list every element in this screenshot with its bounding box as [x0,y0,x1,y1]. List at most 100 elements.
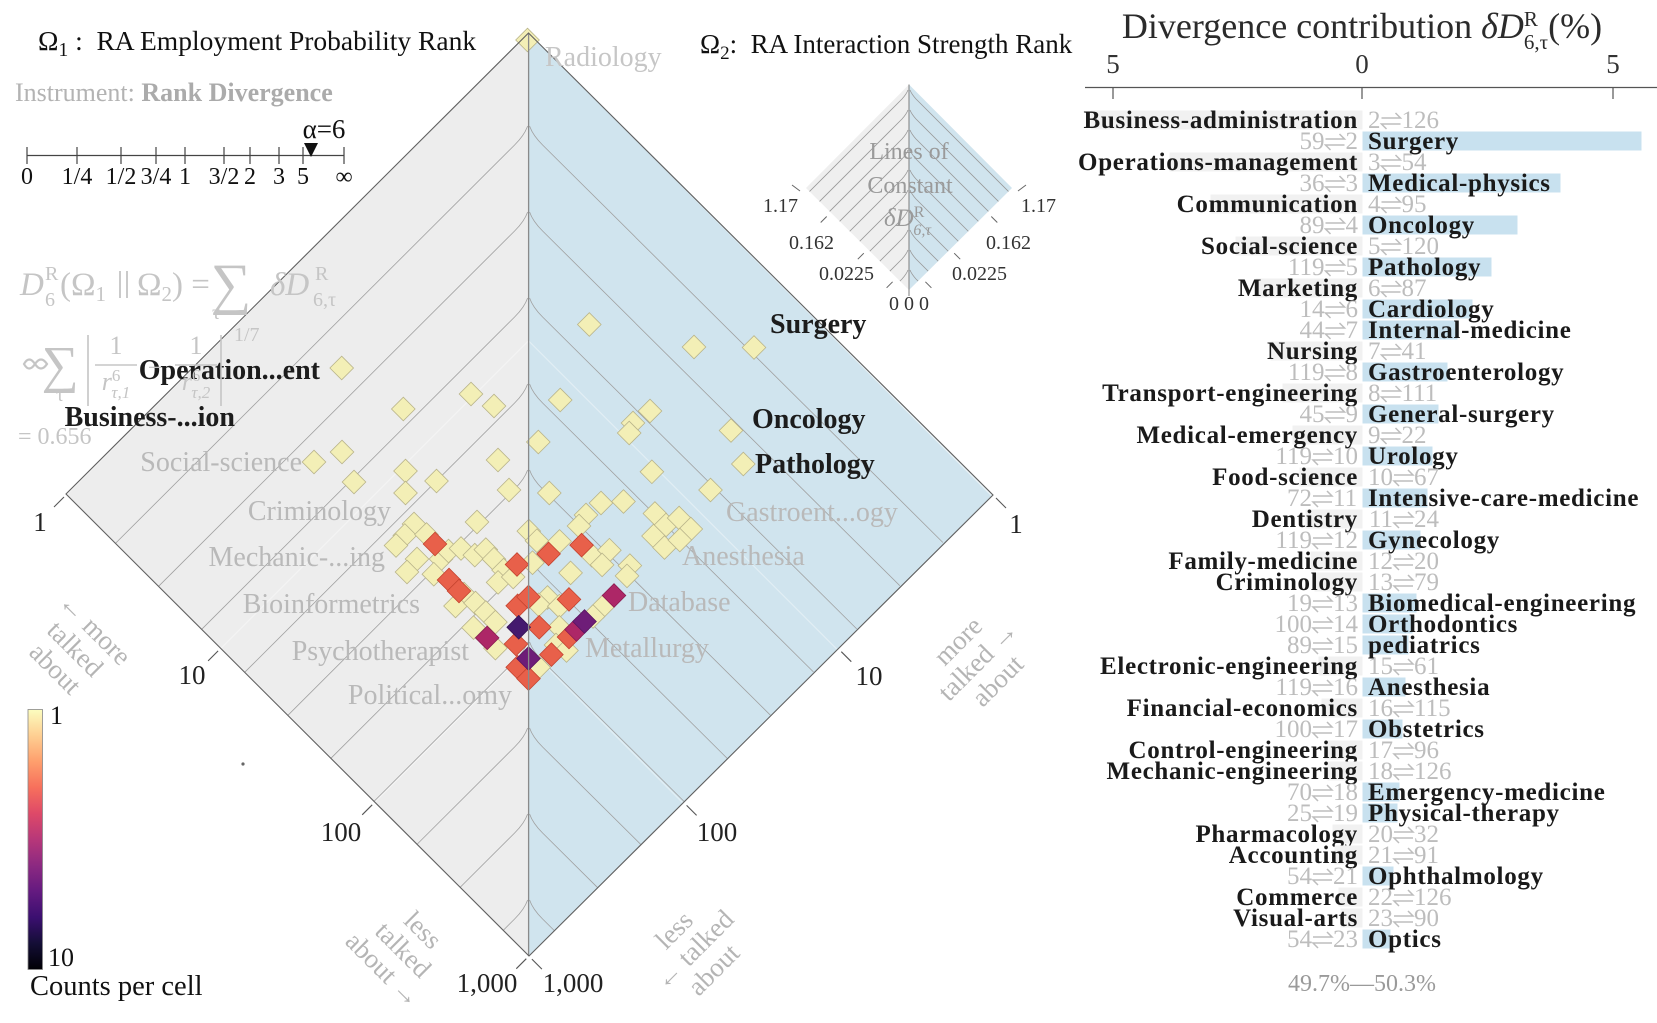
svg-text:10: 10 [856,661,883,691]
svg-text:10: 10 [1333,443,1358,470]
svg-text:89: 89 [1287,632,1312,659]
svg-text:2: 2 [1346,128,1359,155]
svg-text:Operation...ent: Operation...ent [139,355,321,386]
svg-text:19: 19 [1333,800,1358,827]
svg-text:72: 72 [1287,485,1312,512]
svg-text:119: 119 [1288,254,1325,281]
svg-text:Oncology: Oncology [752,404,866,435]
svg-text:r6τ,1: r6 τ,1 [102,366,130,402]
svg-text:5: 5 [297,164,309,190]
svg-text:1.17: 1.17 [1021,195,1056,217]
svg-text:Criminology: Criminology [248,496,391,527]
svg-text:Commerce: Commerce [1236,884,1358,911]
svg-text:Anesthesia: Anesthesia [1368,674,1490,701]
svg-text:19: 19 [1287,590,1312,617]
svg-text:Mechanic-engineering: Mechanic-engineering [1107,758,1358,785]
svg-text:Physical-therapy: Physical-therapy [1368,800,1560,827]
svg-text:9: 9 [1368,422,1381,449]
svg-text:36: 36 [1300,170,1325,197]
svg-text:4: 4 [1346,212,1359,239]
svg-text:100: 100 [697,817,738,847]
svg-text:24: 24 [1414,506,1440,533]
svg-text:Optics: Optics [1368,926,1442,953]
svg-text:6: 6 [1368,275,1381,302]
svg-text:Ω2) =: Ω2) = [137,267,210,306]
svg-text:R: R [315,263,329,285]
svg-text:96: 96 [1414,737,1439,764]
svg-text:17: 17 [1333,716,1358,743]
svg-text:25: 25 [1287,800,1312,827]
svg-text:6,τ: 6,τ [313,289,336,311]
svg-text:Counts per cell: Counts per cell [30,971,203,1002]
svg-text:Dentistry: Dentistry [1252,506,1358,533]
svg-text:Social-science: Social-science [1201,233,1358,260]
svg-text:Surgery: Surgery [770,309,866,340]
svg-text:41: 41 [1402,338,1427,365]
svg-text:∑: ∑ [41,337,78,394]
svg-text:1,000: 1,000 [457,968,518,998]
svg-text:15: 15 [1368,653,1393,680]
svg-text:Ophthalmology: Ophthalmology [1368,863,1544,890]
svg-text:10: 10 [1368,464,1393,491]
svg-text:Urology: Urology [1368,443,1459,470]
svg-text:1: 1 [190,331,203,360]
svg-text:Oncology: Oncology [1368,212,1475,239]
svg-text:1: 1 [33,507,47,537]
svg-text:111: 111 [1402,380,1438,407]
svg-text:Obstetrics: Obstetrics [1368,716,1485,743]
svg-text:100: 100 [1275,716,1313,743]
svg-text:23: 23 [1333,926,1358,953]
svg-text:∞: ∞ [335,164,352,190]
svg-text:100: 100 [1275,611,1313,638]
svg-text:70: 70 [1287,779,1312,806]
svg-text:4: 4 [1368,191,1381,218]
svg-text:2: 2 [244,164,256,190]
svg-text:Business-administration: Business-administration [1084,107,1359,134]
svg-text:Pathology: Pathology [755,449,875,480]
svg-text:23: 23 [1368,905,1393,932]
svg-text:12: 12 [1333,527,1358,554]
svg-text:89: 89 [1300,212,1325,239]
svg-text:Criminology: Criminology [1216,569,1358,596]
svg-text:17: 17 [1368,737,1393,764]
svg-text:11: 11 [1333,485,1357,512]
svg-text:(Ω1: (Ω1 [60,267,106,306]
svg-text:59: 59 [1300,128,1325,155]
svg-text:21: 21 [1368,842,1393,869]
svg-text:6: 6 [1346,296,1359,323]
svg-text:Gastroenterology: Gastroenterology [1368,359,1564,386]
svg-text:Social-science: Social-science [140,447,302,478]
svg-text:1/4: 1/4 [62,164,93,190]
svg-text:18: 18 [1368,758,1393,785]
svg-text:45: 45 [1300,401,1325,428]
svg-text:Mechanic-...ing: Mechanic-...ing [209,542,386,573]
svg-text:Gynecology: Gynecology [1368,527,1500,554]
svg-text:3/4: 3/4 [141,164,172,190]
svg-text:Intensive-care-medicine: Intensive-care-medicine [1368,485,1639,512]
svg-text:Transport-engineering: Transport-engineering [1102,380,1358,407]
svg-text:Gastroent...ogy: Gastroent...ogy [726,497,898,528]
svg-text:Pathology: Pathology [1368,254,1481,281]
svg-text:0.0225: 0.0225 [952,263,1007,285]
svg-text:10: 10 [179,660,206,690]
svg-text:61: 61 [1414,653,1439,680]
svg-text:3/2: 3/2 [209,164,240,190]
svg-text:Financial-economics: Financial-economics [1127,695,1358,722]
svg-text:16: 16 [1368,695,1393,722]
svg-text:Psychotherapist: Psychotherapist [292,636,470,667]
svg-text:54: 54 [1287,863,1313,890]
svg-text:8: 8 [1368,380,1381,407]
svg-text:22: 22 [1368,884,1393,911]
svg-text:119: 119 [1275,443,1312,470]
svg-text:8: 8 [1346,359,1359,386]
svg-text:Accounting: Accounting [1229,842,1358,869]
svg-text:6: 6 [45,289,55,311]
svg-text:Instrument: Rank Divergence: Instrument: Rank Divergence [15,78,333,107]
svg-text:67: 67 [1414,464,1439,491]
svg-text:18: 18 [1333,779,1358,806]
svg-text:Metallurgy: Metallurgy [585,633,709,664]
svg-text:3: 3 [273,164,285,190]
svg-text:General-surgery: General-surgery [1368,401,1555,428]
svg-text:Ω2: RA Interaction Strength R: Ω2: RA Interaction Strength Rank [700,29,1073,64]
